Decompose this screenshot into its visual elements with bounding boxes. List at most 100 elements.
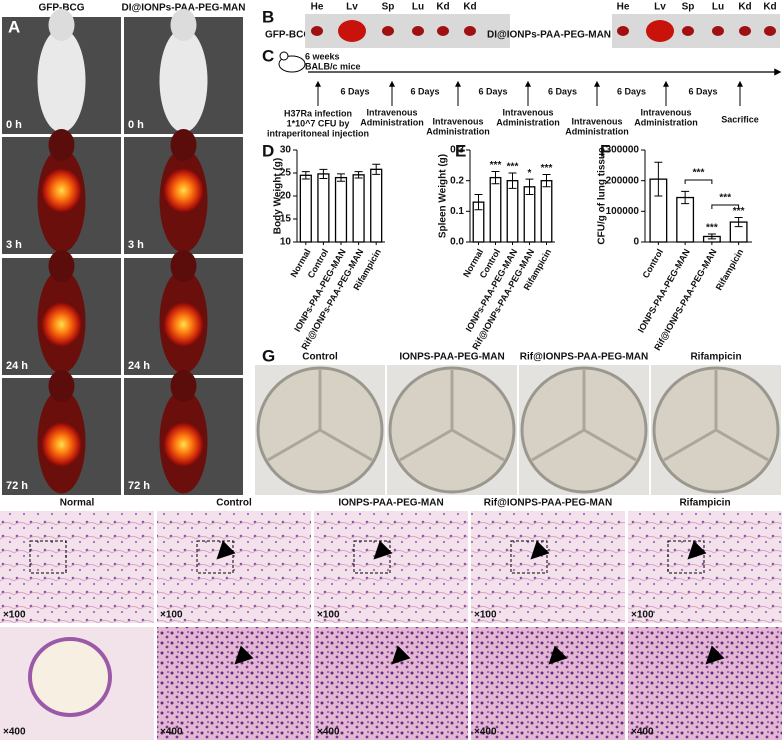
organ-label: Lv xyxy=(346,2,358,13)
organ-label: Lu xyxy=(712,2,724,13)
error-bar xyxy=(734,216,743,228)
infection-text: H37Ra infection xyxy=(284,108,352,118)
organ xyxy=(382,26,394,36)
histology-image xyxy=(0,511,154,623)
y-tick-label: 20 xyxy=(280,191,292,202)
panel-letter: D xyxy=(262,141,274,160)
significance: *** xyxy=(490,160,502,171)
time-label: 3 h xyxy=(128,239,144,251)
magnification: ×100 xyxy=(317,610,340,621)
plate-divider xyxy=(663,370,769,462)
significance: *** xyxy=(507,162,519,173)
y-tick-label: 0.0 xyxy=(450,237,464,248)
comparison-label: *** xyxy=(719,193,731,204)
fluorescence xyxy=(41,168,82,213)
error-bar xyxy=(474,193,483,211)
arrow xyxy=(705,645,725,665)
event-label: Administration xyxy=(496,117,560,127)
interval-label: 6 Days xyxy=(410,86,439,96)
time-label: 72 h xyxy=(6,480,28,492)
organ xyxy=(464,26,476,36)
y-tick-label: 200000 xyxy=(606,175,640,186)
time-label: 24 h xyxy=(6,360,28,372)
event-label: Intravenous xyxy=(640,107,691,117)
magnification: ×100 xyxy=(160,610,183,621)
error-bar xyxy=(654,161,663,197)
arrow xyxy=(373,540,393,560)
y-tick-label: 0.3 xyxy=(450,145,464,156)
plate-divider xyxy=(531,370,637,462)
organ-label: Kd xyxy=(436,2,449,13)
y-tick-label: 15 xyxy=(280,214,292,225)
histology-title: Rif@IONPS-PAA-PEG-MAN xyxy=(484,498,612,509)
mice-text: BALB/c mice xyxy=(305,61,361,71)
organ-label: Lu xyxy=(412,2,424,13)
magnification: ×400 xyxy=(631,727,654,738)
panel-letter: C xyxy=(262,46,274,65)
panel-letter: B xyxy=(262,7,274,26)
y-tick-label: 10 xyxy=(280,237,292,248)
bar xyxy=(523,186,536,243)
x-tick-label: Rifampicin xyxy=(714,247,746,292)
y-tick-label: 0 xyxy=(633,237,639,248)
event-label: Intravenous xyxy=(432,116,483,126)
arrow xyxy=(391,645,411,665)
x-tick-label: Control xyxy=(641,247,666,280)
error-bar xyxy=(337,173,345,182)
error-bar xyxy=(542,174,551,188)
time-label: 3 h xyxy=(6,239,22,251)
organ-label: He xyxy=(617,2,630,13)
organ xyxy=(646,20,674,42)
plate-title: Rifampicin xyxy=(690,352,741,363)
interval-label: 6 Days xyxy=(617,86,646,96)
zoom-box xyxy=(29,540,67,574)
arrow xyxy=(687,540,707,560)
y-tick-label: 300000 xyxy=(606,145,640,156)
mouse-head xyxy=(170,370,197,402)
error-bar xyxy=(508,172,517,189)
interval-label: 6 Days xyxy=(478,86,507,96)
organ xyxy=(617,26,629,36)
histology-title: Control xyxy=(216,498,252,509)
arrow xyxy=(548,645,568,665)
y-axis-label: Spleen Weight (g) xyxy=(438,154,449,238)
organ-label: Kd xyxy=(738,2,751,13)
strip-label: DI@IONPs-PAA-PEG-MAN xyxy=(487,30,611,41)
histology-title: IONPS-PAA-PEG-MAN xyxy=(338,498,443,509)
error-bar xyxy=(491,170,500,185)
histology-title: Normal xyxy=(60,498,95,509)
time-label: 0 h xyxy=(128,119,144,131)
panel-letter: A xyxy=(8,17,20,36)
y-tick-label: 30 xyxy=(280,145,292,156)
event-label: Sacrifice xyxy=(721,114,759,124)
y-tick-label: 25 xyxy=(280,168,292,179)
y-tick-label: 0.1 xyxy=(450,206,464,217)
organ-label: Lv xyxy=(654,2,666,13)
mouse-head xyxy=(48,370,75,402)
time-label: 72 h xyxy=(128,480,150,492)
organ xyxy=(739,26,751,36)
y-axis-label: Body Weight (g) xyxy=(273,158,284,234)
column-title: GFP-BCG xyxy=(38,3,84,14)
plate-title: IONPS-PAA-PEG-MAN xyxy=(399,352,504,363)
histology-image xyxy=(314,627,468,740)
mouse-icon-ear xyxy=(279,51,289,61)
fluorescence xyxy=(163,422,204,467)
event-label: Intravenous xyxy=(571,116,622,126)
interval-label: 6 Days xyxy=(688,86,717,96)
significance: *** xyxy=(733,206,745,217)
organ xyxy=(712,26,724,36)
significance: * xyxy=(528,168,532,179)
histology-image xyxy=(157,511,311,623)
plate-divider xyxy=(399,370,505,462)
comparison-label: *** xyxy=(693,168,705,179)
event-label: Intravenous xyxy=(502,107,553,117)
mouse-body xyxy=(37,28,86,133)
infection-text: 1*10^7 CFU by xyxy=(287,118,350,128)
mouse-head xyxy=(48,9,75,41)
bar xyxy=(334,176,348,243)
plate-divider xyxy=(267,370,373,462)
plate-title: Rif@IONPS-PAA-PEG-MAN xyxy=(520,352,648,363)
bar xyxy=(352,174,365,243)
